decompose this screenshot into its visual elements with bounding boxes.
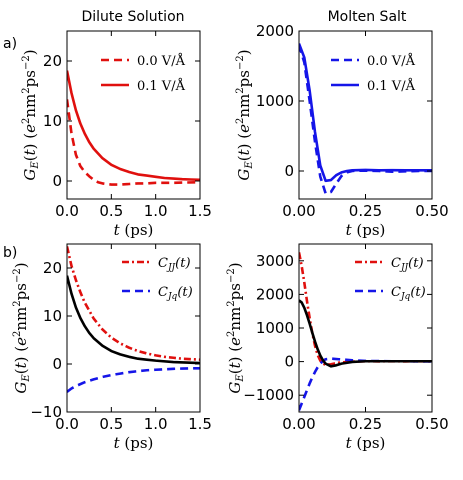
legend-label-1-0: 0.0 V/Å [367, 53, 416, 69]
x-tick-label-2-2: 1.0 [144, 415, 168, 433]
y-tick-label-3-3: 2000 [256, 285, 294, 303]
y-axis-label-1: GE(t) (e2nm2ps−2) [235, 49, 255, 180]
legend-label-3-0: CJJ(t) [391, 256, 424, 273]
series-line-3-1 [299, 357, 432, 411]
x-tick-label-2-0: 0.0 [55, 415, 79, 433]
legend-label-1-1: 0.1 V/Å [367, 78, 416, 94]
x-tick-label-3-2: 0.50 [415, 415, 448, 433]
x-tick-label-0-1: 0.5 [99, 202, 123, 220]
x-tick-label-3-0: 0.00 [282, 415, 315, 433]
y-tick-label-0-2: 20 [43, 52, 62, 70]
x-tick-label-0-2: 1.0 [144, 202, 168, 220]
legend-label-2-1: CJq(t) [158, 285, 193, 302]
panel-3: 0.00 0.25 0.50 −1000 0 1000 2000 3000 CJJ(t) CJq(… [243, 243, 449, 433]
y-tick-label-2-2: 10 [43, 307, 62, 325]
x-tick-label-2-1: 0.5 [99, 415, 123, 433]
x-axis-label-2: t (ps) [114, 434, 154, 452]
y-tick-label-3-4: 3000 [256, 252, 294, 270]
series-line-1-1 [299, 43, 432, 183]
series-line-1-0 [299, 44, 432, 195]
legend-label-2-0: CJJ(t) [158, 256, 191, 273]
y-tick-label-0-1: 10 [43, 112, 62, 130]
panel-1: 0.00 0.25 0.50 0 1000 2000 0.0 V/Å 0.1 V/Å [256, 22, 449, 220]
panel-0: 0.0 0.5 1.0 1.5 0 10 20 0.0 V/Å 0.1 V/Å [43, 30, 212, 220]
legend-label-0-0: 0.0 V/Å [137, 53, 186, 69]
y-axis-label-2: GE(t) (e2nm2ps−2) [12, 262, 32, 393]
y-tick-label-3-1: 0 [284, 353, 294, 371]
y-tick-label-3-0: −1000 [243, 386, 294, 404]
column-title-molten: Molten Salt [328, 9, 407, 25]
y-tick-label-1-1: 1000 [256, 92, 294, 110]
x-tick-label-0-3: 1.5 [188, 202, 212, 220]
x-tick-label-1-1: 0.25 [349, 202, 382, 220]
panel-2: 0.0 0.5 1.0 1.5 −10 0 10 20 CJJ(t) CJq(t) [30, 243, 212, 433]
y-tick-label-0-0: 0 [52, 172, 62, 190]
panel-label-b: b) [3, 245, 17, 261]
y-tick-label-2-1: 0 [52, 355, 62, 373]
x-tick-label-3-1: 0.25 [349, 415, 382, 433]
legend-label-0-1: 0.1 V/Å [137, 78, 186, 94]
series-line-2-1 [67, 367, 200, 393]
y-tick-label-1-0: 0 [284, 162, 294, 180]
plot-frame-0 [66, 30, 201, 200]
x-axis-label-0: t (ps) [114, 221, 154, 239]
x-tick-label-1-2: 0.50 [415, 202, 448, 220]
legend-label-3-1: CJq(t) [391, 285, 426, 302]
y-tick-label-1-2: 2000 [256, 22, 294, 40]
series-line-2-2 [67, 275, 200, 365]
x-axis-label-1: t (ps) [346, 221, 386, 239]
plot-frame-2 [66, 243, 201, 413]
y-axis-label-0: GE(t) (e2nm2ps−2) [21, 49, 41, 180]
x-tick-label-1-0: 0.00 [282, 202, 315, 220]
x-axis-label-3: t (ps) [346, 434, 386, 452]
series-line-0-0 [67, 99, 200, 186]
y-tick-label-2-0: −10 [30, 403, 62, 421]
x-tick-label-2-3: 1.5 [188, 415, 212, 433]
panel-label-a: a) [3, 36, 17, 52]
y-tick-label-2-3: 20 [43, 259, 62, 277]
column-title-dilute: Dilute Solution [81, 9, 184, 25]
series-line-3-2 [299, 299, 432, 368]
x-tick-label-0-0: 0.0 [55, 202, 79, 220]
y-axis-label-3: GE(t) (e2nm2ps−2) [226, 262, 246, 393]
series-line-2-0 [67, 246, 200, 361]
series-line-0-1 [67, 70, 200, 182]
y-tick-label-3-2: 1000 [256, 319, 294, 337]
